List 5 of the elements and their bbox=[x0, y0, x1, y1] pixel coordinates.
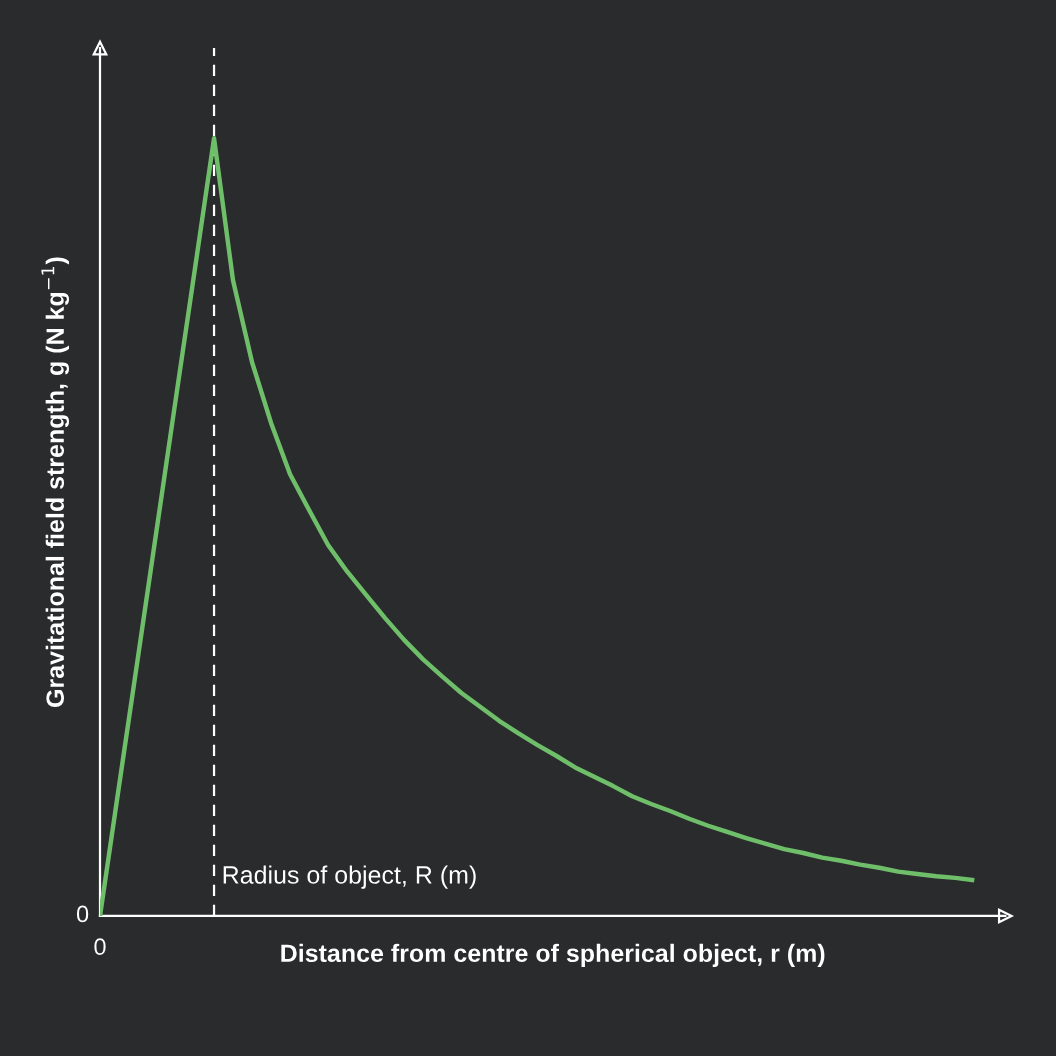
annotation: Radius of object, R (m) bbox=[223, 865, 476, 889]
x-axis-title: Distance from centre of spherical object, r (m) bbox=[281, 943, 825, 968]
text: 0 bbox=[94, 938, 106, 956]
text: 0 bbox=[76, 905, 89, 923]
y-axis-title: Gravitational field strength, g (N kg$^{−1}$) bbox=[41, 257, 70, 707]
